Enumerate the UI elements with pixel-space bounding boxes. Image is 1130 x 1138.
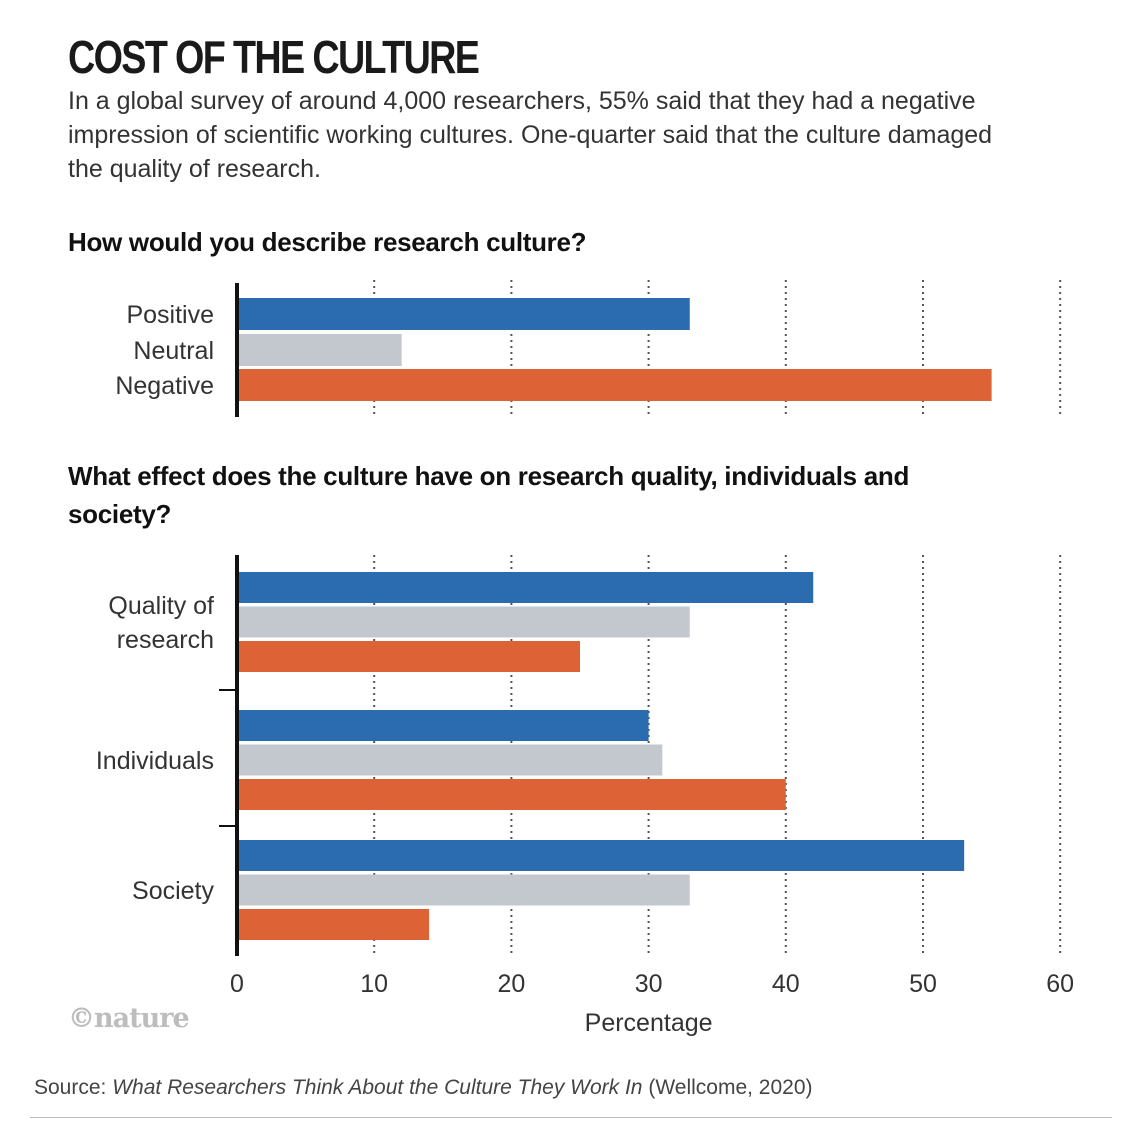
source-prefix: Source: — [34, 1076, 113, 1099]
question-1-title: How would you describe research culture? — [68, 227, 587, 257]
nature-logo: ©nature — [68, 1003, 190, 1034]
chart1-category-label: Positive — [126, 301, 214, 329]
question-2-title: What effect does the culture have on res… — [68, 461, 910, 529]
source-suffix: (Wellcome, 2020) — [642, 1076, 813, 1099]
chart2-category-label: research — [117, 626, 214, 654]
chart2-bar-positive — [237, 840, 965, 871]
chart2-bar-positive — [237, 710, 649, 741]
x-tick-label: 40 — [772, 970, 800, 998]
chart2-bar-negative — [237, 641, 580, 672]
x-tick-label: 50 — [909, 970, 937, 998]
chart1-bar-neutral — [237, 334, 402, 366]
chart2-category-label: Society — [132, 877, 214, 905]
chart2-bar-negative — [237, 779, 786, 810]
chart1-category-label: Negative — [115, 372, 214, 400]
x-tick-label: 20 — [497, 970, 525, 998]
chart2-bar-negative — [237, 909, 430, 940]
chart2-category-label: Quality of — [108, 592, 214, 620]
source-work: What Researchers Think About the Culture… — [112, 1076, 643, 1099]
x-tick-label: 10 — [360, 970, 388, 998]
chart1-bar-positive — [237, 298, 690, 330]
chart1-bar-negative — [237, 369, 992, 401]
x-tick-label: 60 — [1046, 970, 1074, 998]
chart2-bar-neutral — [237, 606, 690, 638]
x-tick-label: 30 — [635, 970, 663, 998]
x-tick-label: 0 — [230, 970, 244, 998]
chart2-bar-positive — [237, 572, 814, 603]
chart-subtitle: In a global survey of around 4,000 resea… — [68, 87, 993, 183]
footer-divider — [30, 1117, 1112, 1118]
chart1-category-label: Neutral — [133, 337, 214, 365]
x-axis-label: Percentage — [585, 1009, 713, 1037]
chart2-bar-neutral — [237, 874, 690, 906]
source-note: Source: What Researchers Think About the… — [34, 1076, 813, 1100]
chart2-bar-neutral — [237, 744, 663, 776]
chart2-category-label: Individuals — [96, 747, 214, 775]
chart-title: COST OF THE CULTURE — [68, 31, 480, 83]
